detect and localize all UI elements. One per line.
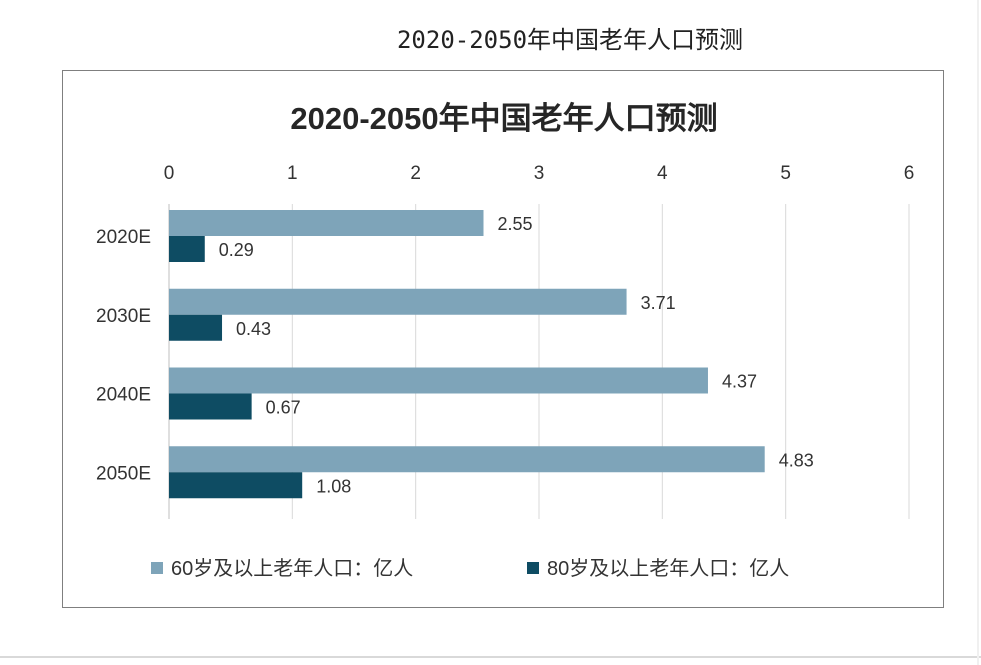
y-axis-categories: 2020E 2030E 2040E 2050E (96, 227, 151, 484)
bar (169, 288, 627, 315)
legend-swatch (527, 562, 539, 574)
bar (169, 446, 765, 473)
data-label: 1.08 (316, 476, 351, 496)
legend-label: 80岁及以上老年人口：亿人 (547, 557, 789, 580)
data-labels: 2.55 0.29 3.71 0.43 4.37 0.67 4.83 1.08 (219, 214, 814, 496)
data-label: 0.29 (219, 240, 254, 260)
right-divider (977, 0, 979, 665)
x-axis-ticks: 0 1 2 3 4 5 6 (164, 163, 915, 184)
chart-title: 2020-2050年中国老年人口预测 (290, 101, 717, 136)
category-label: 2020E (96, 227, 151, 248)
chart-container: 2020-2050年中国老年人口预测 0 1 2 3 4 5 6 2020E 2030E 204… (62, 70, 944, 608)
x-tick-label: 2 (410, 163, 421, 184)
x-tick-label: 3 (534, 163, 545, 184)
bar (169, 472, 303, 499)
bar-chart: 2020-2050年中国老年人口预测 0 1 2 3 4 5 6 2020E 2030E 204… (96, 101, 915, 580)
bar (169, 314, 223, 341)
x-tick-label: 0 (164, 163, 175, 184)
legend-swatch (151, 562, 163, 574)
x-tick-label: 1 (287, 163, 298, 184)
x-tick-label: 6 (904, 163, 915, 184)
data-label: 0.67 (266, 398, 301, 418)
legend-label: 60岁及以上老年人口：亿人 (171, 557, 413, 580)
bar (169, 236, 205, 262)
legend: 60岁及以上老年人口：亿人 80岁及以上老年人口：亿人 (151, 557, 789, 580)
data-label: 0.43 (236, 319, 271, 339)
data-label: 4.83 (779, 450, 814, 470)
x-tick-label: 4 (657, 163, 668, 184)
bar (169, 210, 484, 236)
bottom-divider (0, 656, 981, 658)
x-tick-label: 5 (780, 163, 791, 184)
category-label: 2050E (96, 463, 151, 484)
bar (169, 367, 708, 394)
category-label: 2040E (96, 385, 151, 406)
data-label: 3.71 (641, 293, 676, 313)
data-label: 4.37 (722, 372, 757, 392)
data-label: 2.55 (498, 214, 533, 234)
bar (169, 393, 252, 420)
bars (169, 210, 765, 499)
category-label: 2030E (96, 306, 151, 327)
page-title: 2020-2050年中国老年人口预测 (396, 26, 744, 54)
